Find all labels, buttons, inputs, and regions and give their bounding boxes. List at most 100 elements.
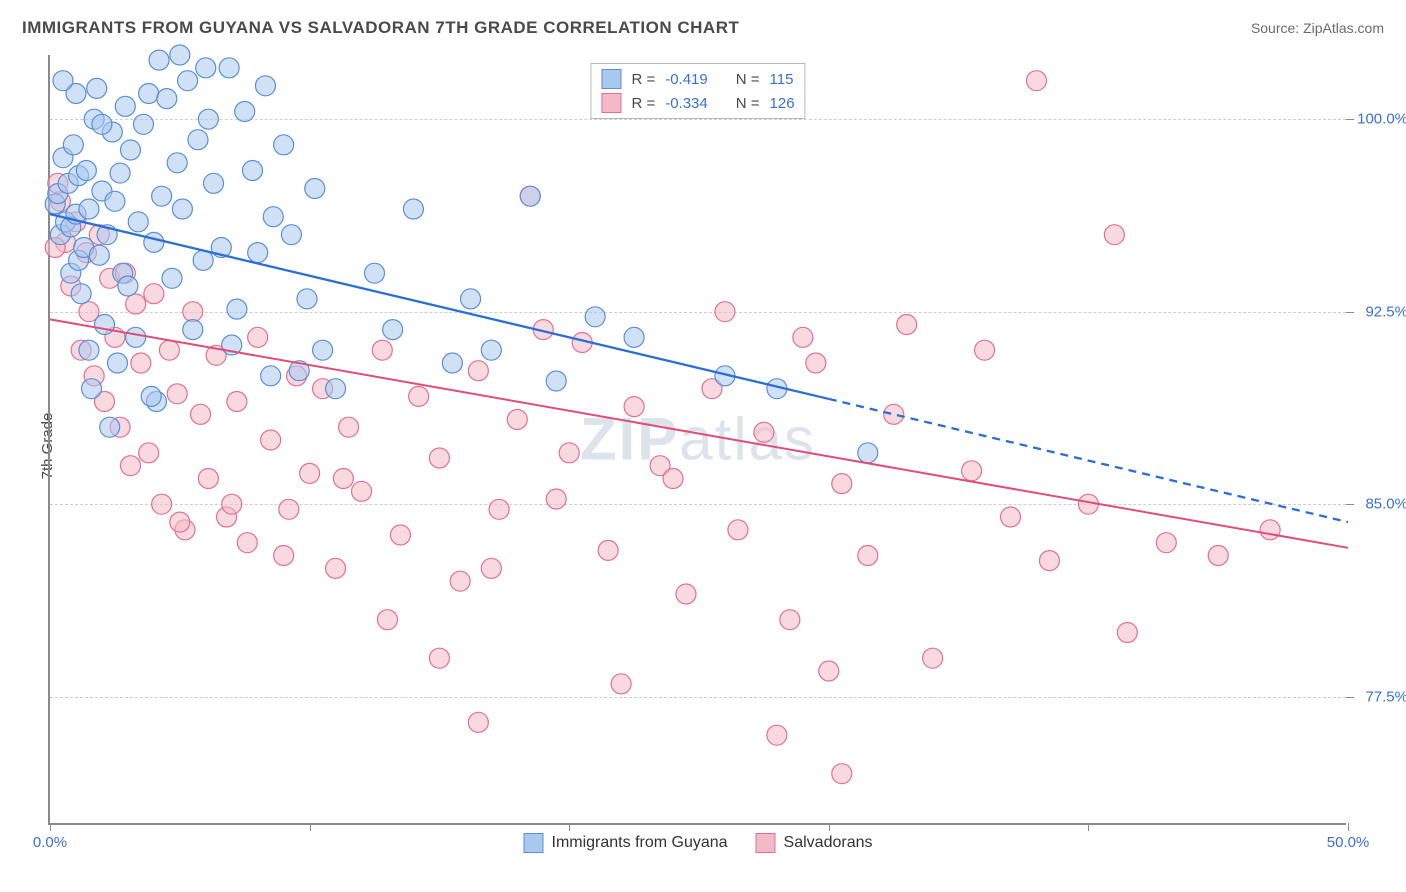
n-label: N =	[736, 95, 760, 112]
scatter-point	[663, 469, 683, 489]
scatter-point	[128, 212, 148, 232]
scatter-point	[139, 84, 159, 104]
y-tick-label: 77.5%	[1365, 688, 1406, 705]
scatter-point	[95, 315, 115, 335]
scatter-point	[76, 161, 96, 181]
scatter-point	[352, 481, 372, 501]
n-value-blue: 115	[770, 71, 794, 88]
scatter-point	[962, 461, 982, 481]
scatter-point	[82, 379, 102, 399]
scatter-point	[585, 307, 605, 327]
scatter-point	[598, 540, 618, 560]
scatter-point	[191, 404, 211, 424]
n-value-pink: 126	[770, 95, 795, 112]
swatch-blue	[523, 833, 543, 853]
scatter-point	[767, 725, 787, 745]
scatter-point	[832, 764, 852, 784]
scatter-point	[115, 96, 135, 116]
scatter-point	[157, 89, 177, 109]
scatter-point	[975, 340, 995, 360]
legend-row-pink: R = -0.334 N = 126	[601, 93, 794, 113]
scatter-point	[219, 58, 239, 78]
y-tick	[1346, 119, 1354, 120]
legend-item-pink: Salvadorans	[756, 833, 873, 853]
scatter-point	[126, 327, 146, 347]
scatter-point	[481, 340, 501, 360]
scatter-point	[235, 101, 255, 121]
scatter-point	[365, 263, 385, 283]
scatter-point	[152, 186, 172, 206]
x-tick-label: 50.0%	[1327, 834, 1370, 851]
series-label-blue: Immigrants from Guyana	[551, 834, 727, 852]
scatter-point	[313, 340, 333, 360]
scatter-point	[178, 71, 198, 91]
scatter-point	[274, 546, 294, 566]
scatter-point	[79, 340, 99, 360]
chart-title: IMMIGRANTS FROM GUYANA VS SALVADORAN 7TH…	[22, 18, 739, 38]
scatter-point	[468, 361, 488, 381]
scatter-point	[897, 315, 917, 335]
x-tick	[1088, 823, 1089, 831]
scatter-point	[144, 232, 164, 252]
scatter-point	[237, 533, 257, 553]
scatter-point	[261, 430, 281, 450]
r-label: R =	[631, 95, 655, 112]
x-tick	[50, 823, 51, 831]
scatter-point	[152, 494, 172, 514]
legend-row-blue: R = -0.419 N = 115	[601, 69, 794, 89]
scatter-point	[409, 386, 429, 406]
scatter-point	[793, 327, 813, 347]
scatter-point	[149, 50, 169, 70]
y-tick-label: 85.0%	[1365, 496, 1406, 513]
scatter-point	[520, 186, 540, 206]
scatter-point	[248, 327, 268, 347]
scatter-point	[89, 245, 109, 265]
scatter-point	[198, 109, 218, 129]
series-label-pink: Salvadorans	[784, 834, 873, 852]
swatch-pink	[601, 93, 621, 113]
scatter-point	[728, 520, 748, 540]
y-tick	[1346, 504, 1354, 505]
y-tick-label: 92.5%	[1365, 303, 1406, 320]
y-tick	[1346, 312, 1354, 313]
chart-plot-area: ZIPatlas 77.5%85.0%92.5%100.0%0.0%50.0% …	[48, 55, 1346, 825]
scatter-point	[183, 302, 203, 322]
scatter-point	[105, 191, 125, 211]
scatter-point	[222, 494, 242, 514]
scatter-point	[390, 525, 410, 545]
scatter-point	[429, 448, 449, 468]
scatter-point	[120, 456, 140, 476]
scatter-point	[806, 353, 826, 373]
y-tick-label: 100.0%	[1357, 111, 1406, 128]
scatter-point	[1001, 507, 1021, 527]
scatter-point	[377, 610, 397, 630]
scatter-point	[819, 661, 839, 681]
scatter-point	[263, 207, 283, 227]
r-value-pink: -0.334	[665, 95, 708, 112]
scatter-point	[126, 294, 146, 314]
scatter-point	[1104, 225, 1124, 245]
x-tick	[1348, 823, 1349, 831]
scatter-point	[196, 58, 216, 78]
swatch-blue	[601, 69, 621, 89]
r-label: R =	[631, 71, 655, 88]
scatter-point	[383, 320, 403, 340]
scatter-point	[1260, 520, 1280, 540]
scatter-point	[118, 276, 138, 296]
chart-header: IMMIGRANTS FROM GUYANA VS SALVADORAN 7TH…	[22, 18, 1384, 38]
scatter-point	[141, 386, 161, 406]
scatter-point	[79, 199, 99, 219]
scatter-point	[170, 512, 190, 532]
scatter-point	[183, 320, 203, 340]
scatter-point	[188, 130, 208, 150]
scatter-point	[159, 340, 179, 360]
y-tick	[1346, 697, 1354, 698]
scatter-point	[120, 140, 140, 160]
scatter-point	[71, 284, 91, 304]
scatter-svg	[50, 55, 1346, 823]
scatter-point	[429, 648, 449, 668]
scatter-point	[858, 546, 878, 566]
scatter-point	[204, 173, 224, 193]
scatter-point	[461, 289, 481, 309]
scatter-point	[167, 384, 187, 404]
